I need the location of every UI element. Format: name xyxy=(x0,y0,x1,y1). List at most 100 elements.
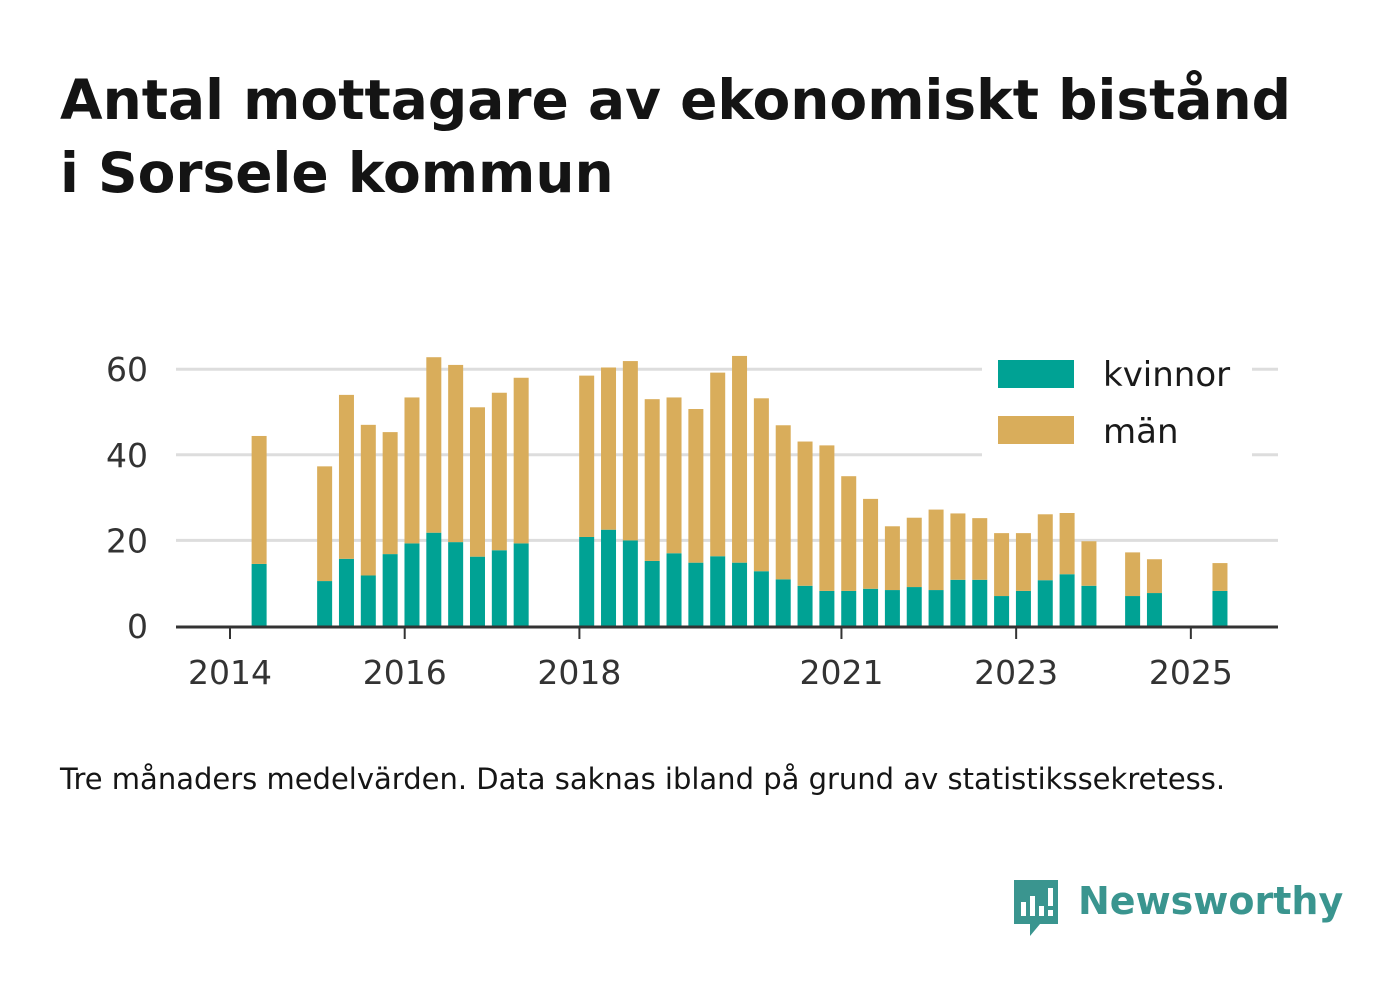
x-tick-label: 2014 xyxy=(188,653,272,692)
bar-kvinnor xyxy=(1081,585,1097,626)
bar-man xyxy=(819,445,835,591)
bar-man xyxy=(688,409,704,563)
bar-kvinnor xyxy=(972,579,988,626)
bar-kvinnor xyxy=(797,585,813,626)
bar-kvinnor xyxy=(1037,580,1053,626)
bar-kvinnor xyxy=(863,588,879,626)
x-tick-label: 2016 xyxy=(363,653,447,692)
bars xyxy=(251,355,1228,626)
bar-kvinnor xyxy=(382,554,398,626)
y-tick-label: 20 xyxy=(106,521,148,560)
bar-man xyxy=(797,441,813,586)
bar-man xyxy=(906,517,922,588)
bar-man xyxy=(317,466,333,582)
stacked-bar-chart: 0 20 40 60 2014 2016 2018 2021 2023 2025 kvinnor … xyxy=(106,342,1278,692)
bar-kvinnor xyxy=(994,596,1010,626)
bar-man xyxy=(513,377,529,544)
bar-kvinnor xyxy=(753,571,769,626)
legend-swatch-man xyxy=(998,416,1074,444)
bar-kvinnor xyxy=(884,590,900,626)
bar-kvinnor xyxy=(622,540,638,626)
bar-man xyxy=(1015,533,1031,591)
bar-kvinnor xyxy=(732,562,748,626)
bar-kvinnor xyxy=(688,562,704,626)
y-tick-label: 40 xyxy=(106,436,148,475)
y-tick-label: 0 xyxy=(127,607,148,646)
x-tick-label: 2023 xyxy=(974,653,1058,692)
bar-kvinnor xyxy=(1146,593,1162,626)
bar-man xyxy=(338,394,354,559)
bar-kvinnor xyxy=(601,529,617,626)
bar-kvinnor xyxy=(491,550,507,626)
x-tick-label: 2025 xyxy=(1149,653,1233,692)
bar-kvinnor xyxy=(579,536,595,626)
brand-logo[interactable]: Newsworthy xyxy=(1010,878,1343,942)
bar-man xyxy=(404,397,420,544)
bar-man xyxy=(491,392,507,551)
bar-man xyxy=(1081,541,1097,586)
bar-kvinnor xyxy=(1015,590,1031,626)
bar-man xyxy=(469,407,485,557)
bar-kvinnor xyxy=(1059,574,1075,626)
bar-kvinnor xyxy=(841,590,857,626)
bar-kvinnor xyxy=(666,553,682,626)
y-tick-label: 60 xyxy=(106,350,148,389)
bar-man xyxy=(601,367,617,530)
bar-kvinnor xyxy=(448,542,464,626)
bar-kvinnor xyxy=(1125,596,1141,626)
bar-kvinnor xyxy=(338,558,354,626)
chart-title-line-1: Antal mottagare av ekonomiskt bistånd xyxy=(60,68,1292,132)
bar-kvinnor xyxy=(513,543,529,626)
bar-kvinnor xyxy=(644,560,660,626)
bar-kvinnor xyxy=(775,579,791,626)
bar-man xyxy=(666,397,682,554)
bar-man xyxy=(1037,514,1053,581)
bar-man xyxy=(448,364,464,543)
axes: 0 20 40 60 2014 2016 2018 2021 2023 2025 xyxy=(106,350,1278,692)
bar-man xyxy=(972,518,988,580)
x-tick-label: 2021 xyxy=(799,653,883,692)
bar-man xyxy=(1212,563,1228,591)
bar-man xyxy=(251,435,267,564)
bar-man xyxy=(1059,513,1075,575)
bar-kvinnor xyxy=(317,581,333,626)
chart-title: Antal mottagare av ekonomiskt bistånd i … xyxy=(60,64,1350,210)
bar-man xyxy=(863,498,879,589)
bar-man xyxy=(426,357,442,533)
bar-man xyxy=(950,513,966,580)
bar-man xyxy=(1146,559,1162,594)
bar-man xyxy=(753,398,769,572)
bar-man xyxy=(1125,552,1141,597)
bar-kvinnor xyxy=(950,579,966,626)
footnote: Tre månaders medelvärden. Data saknas ib… xyxy=(60,762,1226,796)
legend-label-kvinnor: kvinnor xyxy=(1103,355,1230,395)
bar-man xyxy=(928,509,944,591)
bar-kvinnor xyxy=(469,556,485,626)
bar-kvinnor xyxy=(404,543,420,626)
bar-man xyxy=(732,355,748,563)
chart-title-line-2: i Sorsele kommun xyxy=(60,141,614,205)
brand-name: Newsworthy xyxy=(1078,879,1344,923)
bar-man xyxy=(622,361,638,541)
newsworthy-logo-icon xyxy=(1014,880,1058,936)
bar-kvinnor xyxy=(928,590,944,626)
bar-man xyxy=(884,526,900,591)
bar-kvinnor xyxy=(426,532,442,626)
bar-man xyxy=(710,372,726,557)
bar-kvinnor xyxy=(906,587,922,626)
bar-kvinnor xyxy=(360,575,376,626)
bar-man xyxy=(994,533,1010,597)
bar-kvinnor xyxy=(1212,590,1228,626)
legend: kvinnor män xyxy=(982,342,1252,460)
legend-label-man: män xyxy=(1103,412,1179,452)
bar-kvinnor xyxy=(819,590,835,626)
bar-man xyxy=(644,399,660,561)
bar-man xyxy=(360,424,376,576)
bar-kvinnor xyxy=(251,563,267,626)
bar-kvinnor xyxy=(710,556,726,626)
x-tick-label: 2018 xyxy=(537,653,621,692)
legend-swatch-kvinnor xyxy=(998,360,1074,388)
bar-man xyxy=(579,375,595,537)
bar-man xyxy=(841,476,857,591)
bar-man xyxy=(775,425,791,580)
